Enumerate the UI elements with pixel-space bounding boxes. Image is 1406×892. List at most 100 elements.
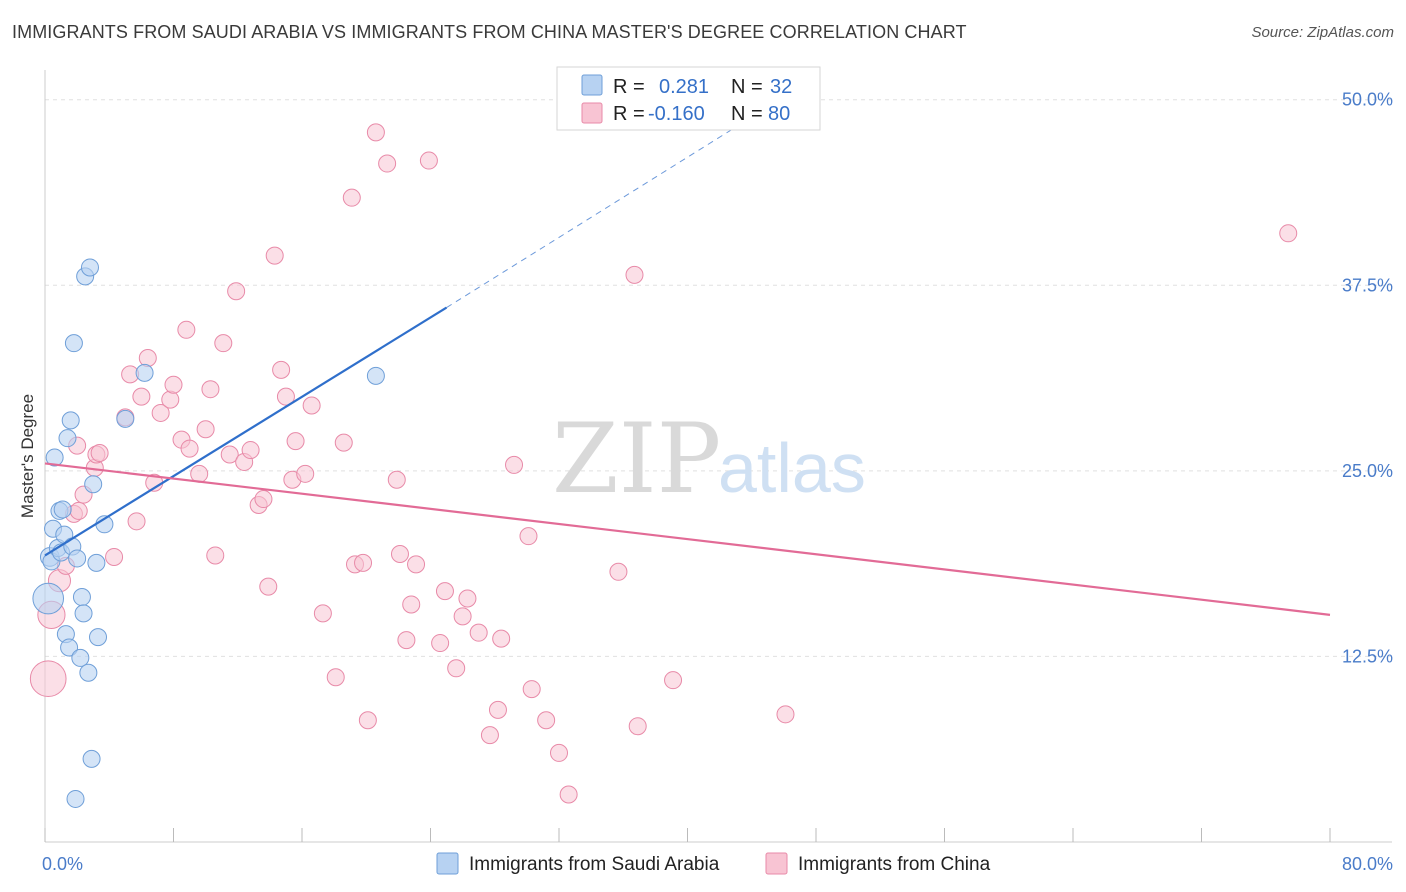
saudi-point <box>71 648 90 667</box>
bottom-legend-swatch-saudi <box>436 852 459 875</box>
legend-n-value-saudi: 32 <box>770 76 792 98</box>
trendlines <box>44 106 1331 616</box>
china-point <box>90 444 109 463</box>
saudi-points <box>32 258 385 808</box>
china-point <box>105 547 124 566</box>
china-point <box>272 360 291 379</box>
china-point <box>559 785 578 804</box>
china-point <box>519 527 538 546</box>
china-point <box>214 334 233 353</box>
china-point <box>550 743 568 762</box>
china-point <box>296 464 315 483</box>
watermark: ZIP atlas <box>552 403 866 515</box>
china-point <box>127 512 146 531</box>
china-point <box>161 390 180 409</box>
legend-r-label-china: R = <box>613 103 645 125</box>
china-point <box>488 700 507 719</box>
saudi-point <box>60 638 79 657</box>
china-point <box>190 464 209 483</box>
china-point <box>453 607 472 626</box>
legend-swatch-saudi <box>581 74 603 96</box>
china-point <box>407 555 426 574</box>
china-points <box>29 123 1298 804</box>
saudi-point <box>64 334 83 353</box>
legend-r-value-china: -0.160 <box>648 103 705 125</box>
watermark-zip: ZIP <box>552 403 721 515</box>
china-point <box>1279 224 1298 243</box>
china-point <box>259 577 278 596</box>
bottom-legend-label-saudi: Immigrants from Saudi Arabia <box>469 854 720 875</box>
gridlines <box>45 99 1392 657</box>
china-point <box>402 595 421 614</box>
china-point <box>164 375 183 394</box>
china-point <box>342 188 361 207</box>
china-point <box>366 123 385 142</box>
legend-n-label-saudi: N = <box>731 76 763 98</box>
china-point <box>431 634 450 653</box>
china-point <box>625 265 644 284</box>
legend-swatch-china <box>581 102 603 124</box>
china-point <box>419 151 438 170</box>
china-point <box>522 680 541 699</box>
china-point <box>354 553 373 572</box>
saudi-trendline <box>44 306 448 557</box>
y-tick-label: 37.5% <box>1342 275 1393 295</box>
saudi-point <box>72 588 91 607</box>
legend-r-label-saudi: R = <box>613 76 645 98</box>
china-point <box>378 154 397 173</box>
legend-n-value-china: 80 <box>768 103 790 125</box>
china-point <box>326 668 345 687</box>
y-tick-label: 25.0% <box>1342 461 1393 481</box>
legend-n-label-china: N = <box>731 103 763 125</box>
saudi-point <box>45 448 64 467</box>
china-point <box>265 246 284 265</box>
china-point <box>447 659 466 678</box>
y-ticks: 12.5% 25.0% 37.5% 50.0% <box>1342 90 1393 667</box>
chart-title: IMMIGRANTS FROM SAUDI ARABIA VS IMMIGRAN… <box>12 22 967 42</box>
china-point <box>286 432 305 451</box>
china-point <box>201 380 220 399</box>
china-point <box>241 441 260 460</box>
china-point <box>537 711 556 730</box>
china-point <box>227 282 246 301</box>
saudi-trendline-extension <box>446 106 769 308</box>
china-point <box>628 717 647 736</box>
china-point <box>435 582 454 601</box>
china-point <box>276 387 295 406</box>
y-tick-label: 50.0% <box>1342 90 1393 110</box>
china-point <box>469 623 488 642</box>
china-point <box>397 631 416 650</box>
source-note: Source: ZipAtlas.com <box>1251 24 1394 41</box>
legend-r-value-saudi: 0.281 <box>659 76 709 98</box>
saudi-point <box>89 628 108 647</box>
saudi-point <box>82 749 101 768</box>
y-axis-label: Master's Degree <box>18 394 37 518</box>
china-point <box>302 396 321 415</box>
china-point <box>387 470 406 489</box>
china-point <box>177 320 196 339</box>
stats-legend: R = 0.281 N = 32 R = -0.160 N = 80 <box>556 66 821 131</box>
china-point <box>151 403 170 422</box>
x-ticks: 0.0% 80.0% <box>42 828 1393 874</box>
saudi-point <box>58 429 77 448</box>
china-point <box>334 433 353 452</box>
china-point <box>180 439 199 458</box>
x-tick-label: 80.0% <box>1342 854 1393 874</box>
saudi-point <box>68 549 87 568</box>
saudi-point <box>87 553 106 572</box>
china-trendline <box>44 462 1331 616</box>
china-point <box>29 660 67 698</box>
china-point <box>390 544 409 563</box>
y-tick-label: 12.5% <box>1342 646 1393 666</box>
china-point <box>505 455 524 474</box>
saudi-point <box>32 582 65 615</box>
saudi-point <box>79 663 98 682</box>
china-point <box>358 711 377 730</box>
saudi-point <box>80 258 99 277</box>
x-tick-label: 0.0% <box>42 854 83 874</box>
saudi-point <box>135 363 154 382</box>
saudi-point <box>116 409 135 428</box>
saudi-point <box>61 411 80 430</box>
axes <box>44 70 1392 843</box>
